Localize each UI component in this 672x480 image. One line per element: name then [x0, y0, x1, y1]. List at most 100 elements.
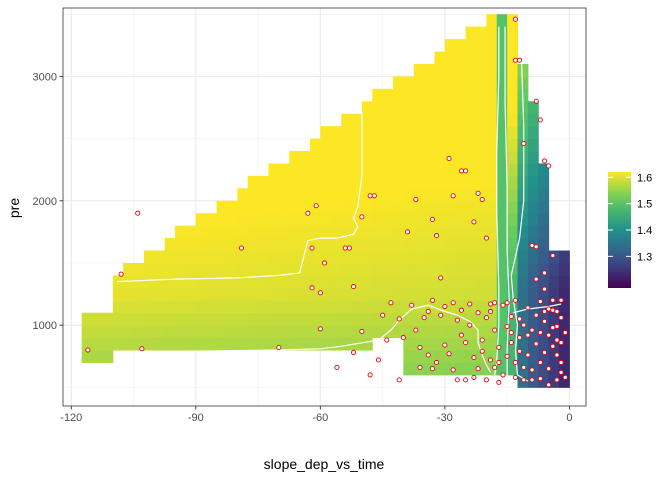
- data-point: [135, 210, 141, 216]
- heatmap-tile: [465, 126, 477, 140]
- heatmap-tile: [320, 275, 332, 289]
- heatmap-tile: [486, 287, 498, 301]
- heatmap-tile: [476, 362, 487, 376]
- data-point: [317, 290, 323, 296]
- heatmap-tile: [424, 238, 435, 252]
- heatmap-tile: [444, 287, 456, 301]
- heatmap-tile: [424, 175, 435, 189]
- heatmap-tile: [226, 275, 238, 289]
- heatmap-tile: [465, 88, 477, 102]
- heatmap-tile: [444, 337, 456, 351]
- heatmap-tile: [320, 175, 332, 189]
- data-point: [450, 367, 456, 373]
- heatmap-tile: [154, 337, 166, 351]
- heatmap-tile: [392, 275, 404, 289]
- heatmap-tile: [507, 163, 519, 177]
- heatmap-tile: [278, 325, 290, 339]
- heatmap-tile: [330, 163, 342, 177]
- heatmap-tile: [538, 238, 550, 252]
- heatmap-tile: [517, 63, 529, 77]
- heatmap-tile: [413, 213, 425, 227]
- data-point: [558, 369, 564, 375]
- heatmap-tile: [527, 200, 539, 214]
- data-point: [521, 141, 527, 147]
- heatmap-tile: [548, 300, 560, 314]
- heatmap-tile: [372, 138, 384, 152]
- heatmap-tile: [143, 287, 155, 301]
- heatmap-tile: [424, 300, 435, 314]
- data-point: [512, 359, 518, 366]
- data-point: [413, 196, 419, 203]
- heatmap-tile: [330, 188, 342, 202]
- heatmap-tile: [247, 300, 259, 314]
- heatmap-tile: [237, 325, 249, 339]
- heatmap-tile: [92, 337, 103, 351]
- heatmap-tile: [237, 188, 249, 202]
- heatmap-tile: [206, 250, 218, 264]
- heatmap-tile: [434, 325, 446, 339]
- heatmap-tile: [164, 325, 176, 339]
- heatmap-tile: [465, 213, 477, 227]
- heatmap-tile: [289, 175, 301, 189]
- heatmap-tile: [424, 113, 435, 127]
- heatmap-tile: [424, 362, 435, 376]
- heatmap-tile: [424, 151, 435, 164]
- heatmap-tile: [465, 362, 477, 376]
- heatmap-tile: [476, 250, 487, 264]
- heatmap-tile: [123, 262, 135, 276]
- heatmap-tile: [299, 262, 311, 276]
- data-point: [558, 297, 564, 303]
- data-point: [500, 372, 506, 378]
- heatmap-tile: [465, 101, 477, 115]
- heatmap-tile: [247, 262, 259, 276]
- data-point: [529, 327, 535, 333]
- data-point: [479, 196, 485, 203]
- heatmap-tile: [299, 287, 311, 301]
- heatmap-tile: [268, 325, 280, 339]
- heatmap-tile: [258, 262, 269, 276]
- heatmap-tile: [507, 76, 519, 90]
- heatmap-tile: [392, 213, 404, 227]
- heatmap-tile: [372, 151, 384, 164]
- heatmap-tile: [341, 113, 352, 127]
- data-point: [512, 374, 518, 380]
- heatmap-tile: [413, 262, 425, 276]
- heatmap-tile: [247, 225, 259, 239]
- heatmap-tile: [330, 250, 342, 264]
- heatmap-tile: [392, 163, 404, 177]
- heatmap-tile: [206, 287, 218, 301]
- heatmap-tile: [237, 262, 249, 276]
- data-point: [533, 341, 539, 347]
- heatmap-tile: [392, 188, 404, 202]
- heatmap-tile: [559, 312, 570, 326]
- heatmap-tile: [413, 337, 425, 351]
- heatmap-tile: [507, 51, 519, 65]
- data-point: [429, 297, 435, 303]
- y-tick-label: 3000: [33, 71, 57, 83]
- heatmap-tile: [289, 225, 301, 239]
- heatmap-tile: [143, 275, 155, 289]
- data-point: [512, 57, 518, 63]
- heatmap-tile: [517, 126, 529, 140]
- heatmap-tile: [206, 262, 218, 276]
- heatmap-tile: [424, 101, 435, 115]
- heatmap-tile: [226, 337, 238, 351]
- data-point: [467, 301, 473, 307]
- heatmap-tile: [507, 312, 519, 326]
- heatmap-tile: [361, 101, 373, 115]
- heatmap-tile: [403, 213, 415, 227]
- heatmap-tile: [185, 287, 197, 301]
- data-point: [483, 315, 489, 321]
- heatmap-tile: [413, 126, 425, 140]
- legend-tick-label: 1.6: [637, 172, 652, 184]
- heatmap-tile: [444, 362, 456, 376]
- heatmap-tile: [496, 138, 508, 152]
- heatmap-tile: [548, 312, 560, 326]
- heatmap-tile: [465, 287, 477, 301]
- heatmap-tile: [496, 88, 508, 102]
- heatmap-tile: [507, 213, 519, 227]
- data-point: [504, 353, 510, 359]
- heatmap-tile: [154, 325, 166, 339]
- heatmap-tile: [112, 325, 124, 339]
- heatmap-tile: [330, 213, 342, 227]
